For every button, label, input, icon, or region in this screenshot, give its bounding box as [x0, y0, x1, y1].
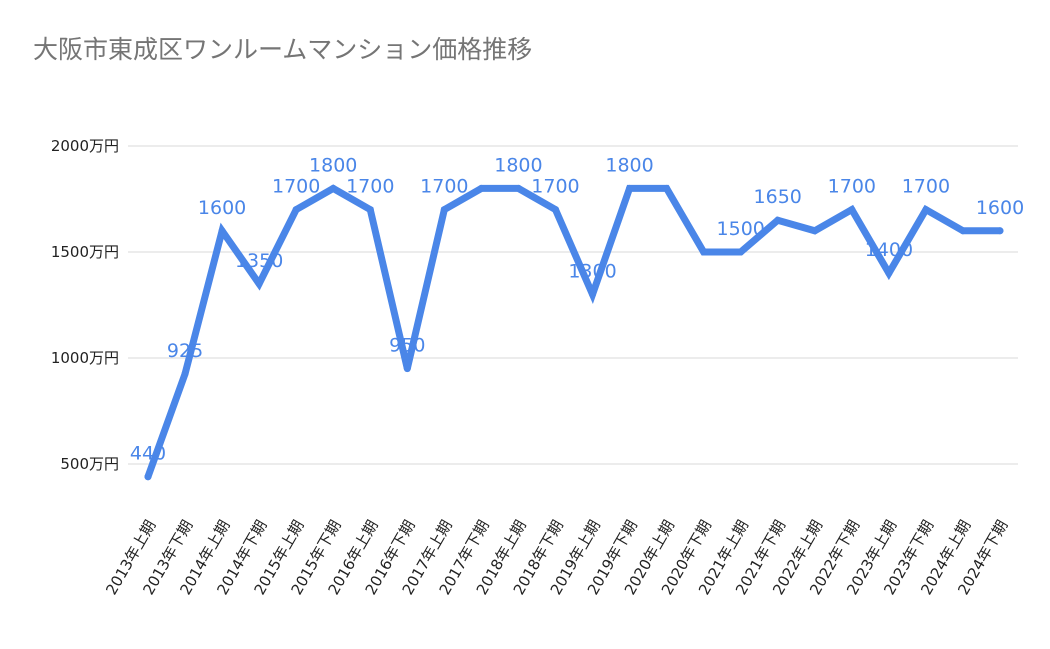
data-label: 1650 [754, 186, 802, 208]
data-label: 1600 [198, 197, 246, 219]
data-point [144, 473, 152, 481]
y-tick-label: 2000万円 [51, 137, 119, 155]
data-labels: 4409251600135017001800170095017001800170… [130, 154, 1024, 464]
data-label: 1350 [235, 250, 283, 272]
data-point [885, 269, 893, 277]
data-point [181, 370, 189, 378]
data-point [700, 248, 708, 256]
data-point [292, 206, 300, 214]
x-axis-ticks: 2013年上期2013年下期2014年上期2014年下期2015年上期2015年… [102, 517, 1011, 598]
chart-title: 大阪市東成区ワンルームマンション価格推移 [33, 35, 533, 64]
data-point [403, 365, 411, 373]
data-point [626, 184, 634, 192]
data-point [551, 206, 559, 214]
data-point [774, 216, 782, 224]
data-point [959, 227, 967, 235]
data-label: 1700 [902, 176, 950, 198]
data-label: 1600 [976, 197, 1024, 219]
data-point [218, 227, 226, 235]
data-label: 1700 [346, 176, 394, 198]
data-label: 1800 [605, 154, 653, 176]
data-point [663, 184, 671, 192]
data-point [514, 184, 522, 192]
data-point [922, 206, 930, 214]
y-tick-label: 500万円 [60, 455, 119, 473]
data-label: 1700 [828, 176, 876, 198]
y-tick-label: 1500万円 [51, 243, 119, 261]
data-point [737, 248, 745, 256]
series-line-layer [144, 184, 1004, 481]
data-point [477, 184, 485, 192]
data-point [440, 206, 448, 214]
data-label: 1500 [717, 218, 765, 240]
y-tick-label: 1000万円 [51, 349, 119, 367]
data-label: 1700 [272, 176, 320, 198]
data-point [811, 227, 819, 235]
y-axis-ticks: 500万円 1000万円 1500万円 2000万円 [51, 137, 119, 473]
data-label: 1800 [309, 154, 357, 176]
data-point [255, 280, 263, 288]
data-point [589, 290, 597, 298]
data-label: 1700 [531, 176, 579, 198]
data-label: 1700 [420, 176, 468, 198]
data-point [996, 227, 1004, 235]
data-label: 925 [167, 340, 203, 362]
data-point [848, 206, 856, 214]
data-label: 440 [130, 443, 166, 465]
data-label: 1400 [865, 239, 913, 261]
data-point [329, 184, 337, 192]
data-label: 1300 [568, 260, 616, 282]
data-point [366, 206, 374, 214]
data-label: 1800 [494, 154, 542, 176]
series-line [144, 184, 1004, 481]
data-label: 950 [389, 335, 425, 357]
